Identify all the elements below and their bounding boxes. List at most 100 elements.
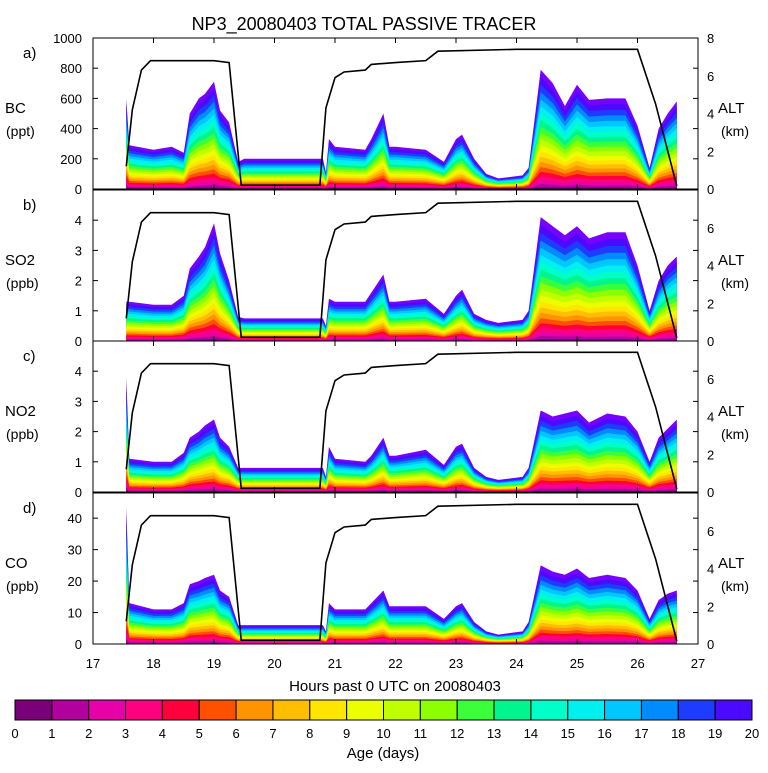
colorbar-swatch [604, 699, 642, 721]
age-bands [126, 217, 677, 341]
alt-tick-label: 0 [707, 637, 714, 652]
alt-tick-label: 2 [707, 296, 714, 311]
y-tick-label: 400 [60, 122, 82, 137]
panels: 0200400600800100002468a)BC(ppt)ALT(km)01… [5, 31, 749, 671]
colorbar-tick-label: 16 [597, 726, 611, 741]
colorbar-swatch [346, 699, 384, 721]
colorbar-tick-label: 19 [708, 726, 722, 741]
unit-label: (ppt) [6, 123, 35, 139]
colorbar-tick-label: 15 [561, 726, 575, 741]
colorbar-tick-label: 10 [376, 726, 390, 741]
species-label: CO [5, 555, 28, 572]
x-tick-label: 24 [509, 656, 523, 671]
unit-label: (ppb) [6, 426, 39, 442]
colorbar-tick-label: 12 [450, 726, 464, 741]
x-tick-labels: 17 18 19 20 21 22 23 24 25 26 27 [86, 656, 705, 671]
alt-tick-label: 0 [707, 182, 714, 197]
y-tick-label: 0 [75, 637, 82, 652]
alt-tick-label: 6 [707, 69, 714, 84]
species-label: BC [5, 100, 26, 117]
y-tick-label: 30 [68, 543, 82, 558]
alt-unit-label: (km) [721, 426, 749, 442]
alt-tick-label: 8 [707, 31, 714, 46]
colorbar-tick-label: 9 [343, 726, 350, 741]
colorbar-swatch [567, 699, 606, 721]
colorbar-swatch [640, 699, 679, 721]
alt-tick-label: 4 [707, 410, 714, 425]
x-tick-label: 23 [449, 656, 463, 671]
panel-tag: d) [23, 500, 36, 517]
alt-unit-label: (km) [721, 578, 749, 594]
y-tick-label: 1 [75, 455, 82, 470]
alt-tick-label: 2 [707, 447, 714, 462]
altitude-line [125, 351, 678, 490]
alt-label: ALT [718, 555, 744, 572]
alt-tick-label: 4 [707, 259, 714, 274]
x-tick-label: 25 [570, 656, 584, 671]
y-tick-label: 40 [68, 511, 82, 526]
colorbar-swatch [493, 699, 532, 721]
panel-co: 0 10 20 30 40 0 2 4 6 d) CO (ppb) ALT (km) [5, 492, 749, 652]
x-tick-label: 22 [388, 656, 402, 671]
colorbar-tick-label: 17 [634, 726, 648, 741]
alt-tick-label: 6 [707, 524, 714, 539]
colorbar-tick-label: 2 [85, 726, 92, 741]
colorbar-tick-label: 11 [414, 726, 428, 741]
colorbar-swatch [235, 699, 274, 721]
age-band-1 [126, 638, 677, 644]
x-tick-label: 17 [86, 656, 100, 671]
y-tick-label: 1000 [53, 31, 82, 46]
age-band-0 [126, 338, 677, 341]
alt-tick-label: 4 [707, 107, 714, 122]
x-tick-label: 21 [328, 656, 342, 671]
y-tick-label: 3 [75, 394, 82, 409]
unit-label: (ppb) [6, 578, 39, 594]
colorbar-tick-label: 6 [232, 726, 239, 741]
altitude-line [125, 48, 678, 187]
colorbar-swatch [14, 699, 53, 721]
colorbar-tick-label: 1 [48, 726, 55, 741]
panel-so2: 0 1 2 3 4 0 2 4 6 b) SO2 (ppb) ALT (km) [5, 189, 749, 349]
x-tick-label: 26 [630, 656, 644, 671]
y-tick-label: 200 [60, 152, 82, 167]
species-label: SO2 [5, 252, 35, 269]
colorbar-tick-label: 7 [269, 726, 276, 741]
alt-label: ALT [718, 252, 744, 269]
colorbar-swatch [456, 699, 495, 721]
alt-tick-label: 0 [707, 334, 714, 349]
age-bands [126, 69, 677, 189]
y-tick-label: 10 [68, 606, 82, 621]
colorbar-swatch [272, 699, 311, 721]
alt-tick-label: 6 [707, 221, 714, 236]
colorbar-tick-label: 5 [196, 726, 203, 741]
colorbar-swatch [161, 699, 200, 721]
y-tick-label: 600 [60, 91, 82, 106]
y-tick-label: 4 [75, 364, 82, 379]
y-tick-label: 800 [60, 61, 82, 76]
colorbar-swatch [125, 699, 163, 721]
y-tick-label: 2 [75, 274, 82, 289]
x-axis-label: Hours past 0 UTC on 20080403 [289, 678, 501, 695]
figure-title: NP3_20080403 TOTAL PASSIVE TRACER [192, 14, 537, 35]
colorbar-tick-label: 20 [745, 726, 759, 741]
colorbar-swatch [309, 699, 348, 721]
species-label: NO2 [5, 403, 36, 420]
colorbar-tick-label: 18 [671, 726, 685, 741]
age-band-0 [126, 641, 677, 644]
alt-unit-label: (km) [721, 123, 749, 139]
altitude-line [125, 503, 678, 642]
age-bands [126, 377, 677, 492]
colorbar-tick-label: 0 [11, 726, 18, 741]
colorbar-swatch [383, 699, 421, 721]
colorbar-tick-label: 3 [122, 726, 129, 741]
colorbar-swatch [677, 699, 716, 721]
y-tick-label: 0 [75, 334, 82, 349]
alt-tick-label: 2 [707, 599, 714, 614]
y-tick-label: 0 [75, 182, 82, 197]
x-tick-label: 20 [267, 656, 281, 671]
colorbar-tick-label: 4 [159, 726, 166, 741]
alt-tick-label: 4 [707, 562, 714, 577]
y-tick-label: 1 [75, 304, 82, 319]
colorbar-swatch [530, 699, 569, 721]
